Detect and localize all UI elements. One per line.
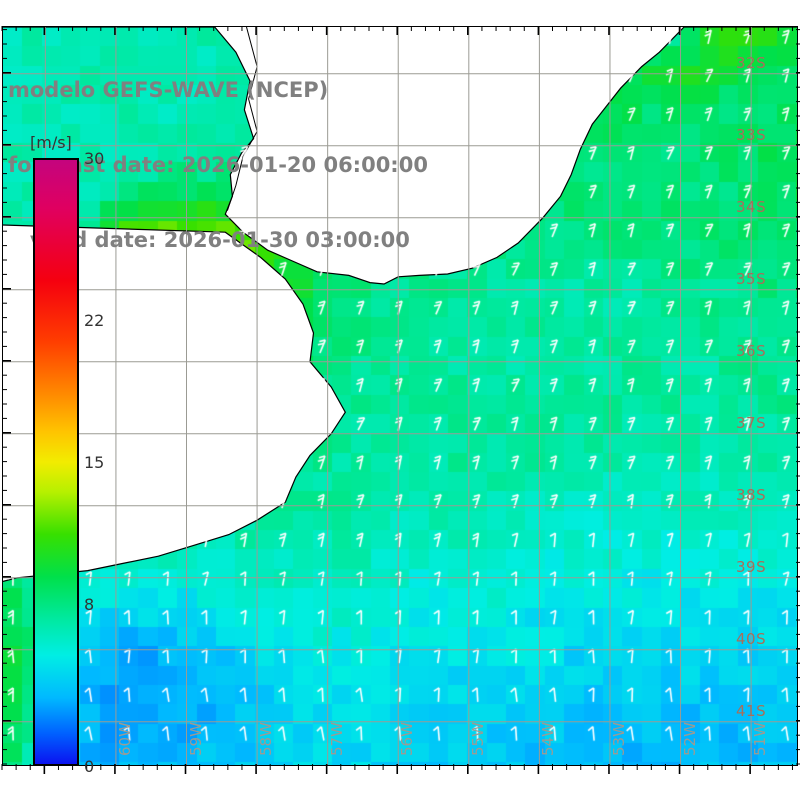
latitude-label-33S: 33S	[736, 125, 767, 144]
wind-vector-layer	[3, 27, 797, 765]
latitude-label-41S: 41S	[736, 701, 767, 720]
colorbar-tick-15: 15	[84, 453, 105, 472]
map-frame	[2, 26, 798, 766]
latitude-label-37S: 37S	[736, 413, 767, 432]
colorbar-tick-8: 8	[84, 594, 95, 614]
colorbar-tick-0: 0	[84, 757, 95, 776]
longitude-label-58W: 58W	[257, 722, 276, 756]
colorbar-tick-22: 22	[84, 311, 105, 331]
longitude-label-53W: 53W	[609, 722, 628, 756]
latitude-label-36S: 36S	[736, 341, 767, 360]
latitude-label-35S: 35S	[736, 269, 767, 288]
title-line-valid-date: valid date: 2026-01-30 03:00:00	[8, 228, 410, 252]
colorbar-tick-30: 30	[84, 149, 105, 168]
longitude-label-54W: 54W	[539, 722, 558, 756]
colorbar-unit-label: [m/s]	[30, 133, 72, 152]
graticule-layer	[3, 27, 797, 765]
longitude-label-60W: 60W	[115, 722, 134, 756]
latitude-label-34S: 34S	[736, 197, 767, 216]
colorbar	[33, 158, 79, 766]
latitude-label-32S: 32S	[736, 53, 767, 72]
latitude-label-39S: 39S	[736, 557, 767, 576]
longitude-label-56W: 56W	[398, 722, 417, 756]
longitude-label-51W: 51W	[751, 722, 770, 756]
longitude-label-59W: 59W	[186, 722, 205, 756]
title-line-model: modelo GEFS-WAVE (NCEP)	[8, 78, 329, 102]
longitude-label-55W: 55W	[468, 722, 487, 756]
latitude-label-38S: 38S	[736, 485, 767, 504]
longitude-label-57W: 57W	[327, 722, 346, 756]
longitude-label-52W: 52W	[680, 722, 699, 756]
colorbar-gradient	[33, 158, 79, 766]
latitude-label-40S: 40S	[736, 629, 767, 648]
